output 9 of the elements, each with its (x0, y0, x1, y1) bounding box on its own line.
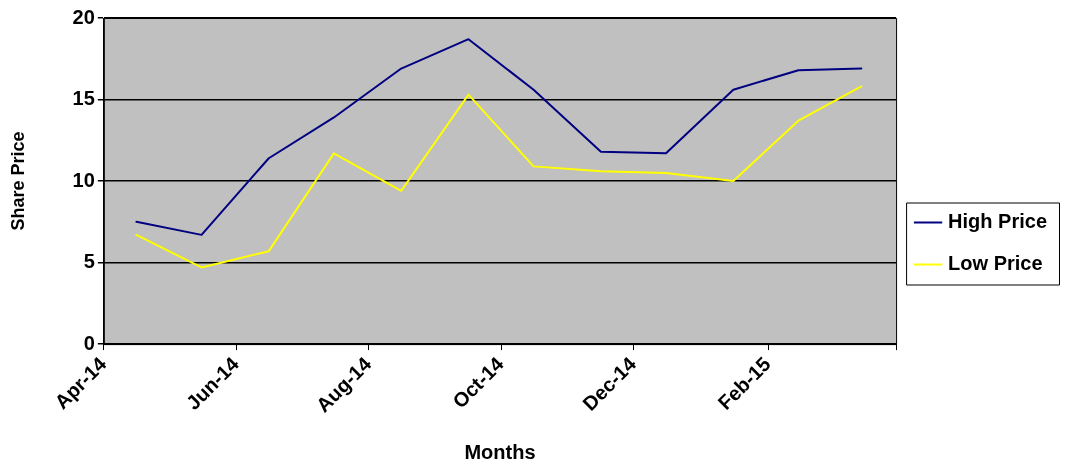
legend-label: Low Price (948, 252, 1043, 275)
y-tick-label: 10 (72, 168, 95, 191)
y-tick-label: 20 (72, 5, 95, 28)
y-axis-title: Share Price (7, 131, 28, 231)
x-axis-title: Months (464, 440, 536, 463)
y-tick-label: 0 (83, 331, 95, 354)
y-tick-label: 5 (83, 250, 95, 273)
legend-label: High Price (948, 210, 1048, 233)
y-tick-label: 15 (72, 87, 95, 110)
